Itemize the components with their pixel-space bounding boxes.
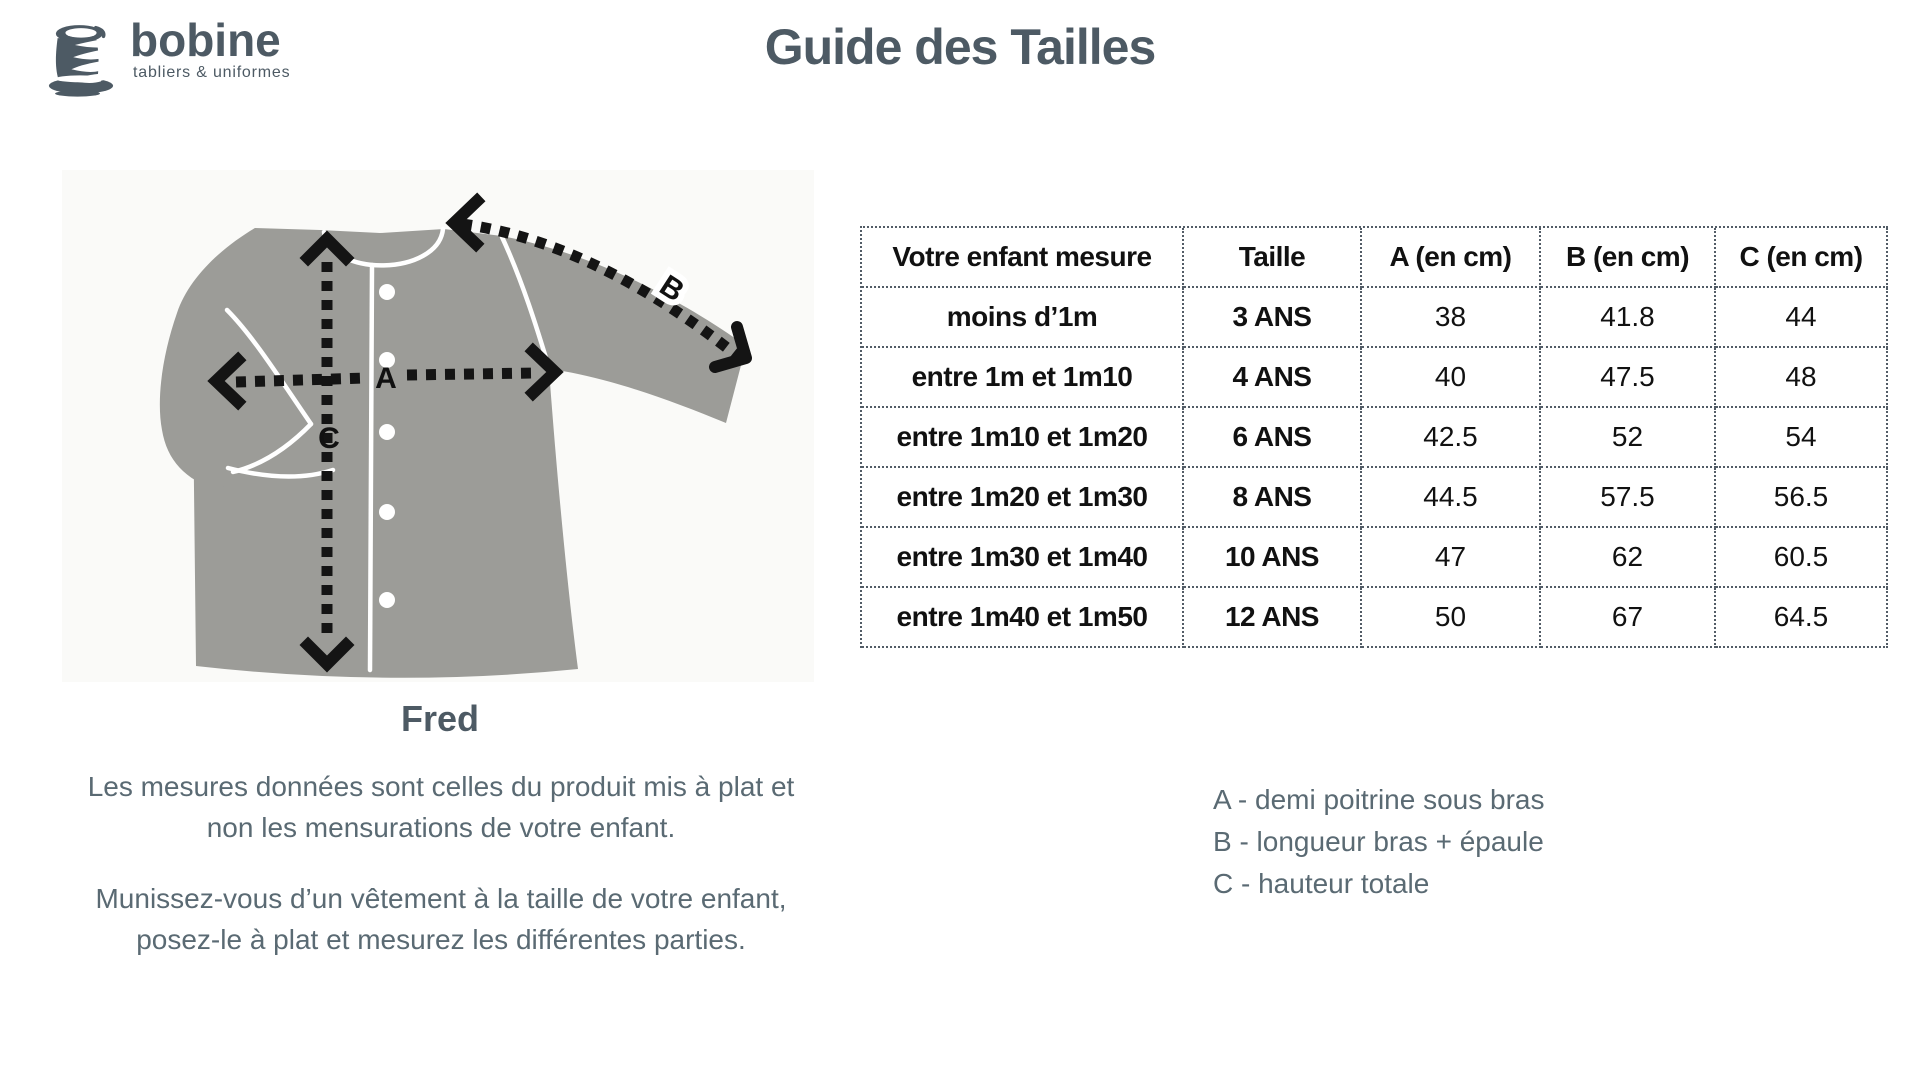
measure-arrow-b	[445, 192, 752, 373]
table-cell: entre 1m et 1m10	[862, 348, 1184, 408]
garment-measurement-diagram: A B C	[159, 192, 752, 678]
page-title: Guide des Tailles	[764, 19, 1157, 75]
size-table: Votre enfant mesure Taille A (en cm) B (…	[860, 226, 1888, 648]
table-cell: 60.5	[1716, 528, 1888, 588]
table-cell: 44.5	[1362, 468, 1541, 528]
measure-arrow-c	[299, 230, 355, 673]
table-cell: 42.5	[1362, 408, 1541, 468]
table-cell: 10 ANS	[1184, 528, 1362, 588]
note-paragraph-1: Les mesures données sont celles du produ…	[30, 766, 852, 848]
brand-tagline: tabliers & uniformes	[133, 64, 291, 81]
size-table-header-size: Taille	[1184, 228, 1362, 288]
note-paragraph-2: Munissez-vous d’un vêtement à la taille …	[30, 878, 852, 960]
note-line: Les mesures données sont celles du produ…	[87, 771, 795, 802]
table-cell: 44	[1716, 288, 1888, 348]
table-cell: 8 ANS	[1184, 468, 1362, 528]
brand-logo: bobine tabliers & uniformes	[42, 14, 290, 107]
product-name: Fred	[400, 698, 479, 739]
table-cell: entre 1m10 et 1m20	[862, 408, 1184, 468]
table-cell: 52	[1541, 408, 1716, 468]
table-cell: 54	[1716, 408, 1888, 468]
table-cell: 3 ANS	[1184, 288, 1362, 348]
table-cell: 40	[1362, 348, 1541, 408]
table-cell: 50	[1362, 588, 1541, 648]
table-cell: 62	[1541, 528, 1716, 588]
table-cell: 64.5	[1716, 588, 1888, 648]
table-cell: 47.5	[1541, 348, 1716, 408]
jacket-buttons	[379, 284, 395, 608]
size-table-header-b: B (en cm)	[1541, 228, 1716, 288]
note-line: non les mensurations de votre enfant.	[206, 812, 676, 843]
table-cell: 56.5	[1716, 468, 1888, 528]
measure-label-a: A	[375, 362, 397, 395]
table-cell: 6 ANS	[1184, 408, 1362, 468]
brand-name: bobine	[130, 14, 281, 66]
legend-item-c: C - hauteur totale	[1213, 868, 1430, 899]
size-table-header-child-height: Votre enfant mesure	[862, 228, 1184, 288]
size-table-header-c: C (en cm)	[1716, 228, 1888, 288]
table-cell: entre 1m20 et 1m30	[862, 468, 1184, 528]
note-line: Munissez-vous d’un vêtement à la taille …	[95, 883, 787, 914]
table-cell: 12 ANS	[1184, 588, 1362, 648]
measurement-legend: A - demi poitrine sous bras B - longueur…	[1213, 779, 1545, 905]
thread-spool-icon	[42, 14, 120, 107]
legend-item-b: B - longueur bras + épaule	[1213, 826, 1544, 857]
measure-arrow-a	[207, 342, 564, 411]
measure-label-c: C	[318, 422, 340, 455]
table-cell: 57.5	[1541, 468, 1716, 528]
table-cell: entre 1m30 et 1m40	[862, 528, 1184, 588]
table-cell: 47	[1362, 528, 1541, 588]
table-cell: moins d’1m	[862, 288, 1184, 348]
note-line: posez-le à plat et mesurez les différent…	[136, 924, 746, 955]
table-cell: 48	[1716, 348, 1888, 408]
table-cell: 67	[1541, 588, 1716, 648]
table-cell: 38	[1362, 288, 1541, 348]
table-cell: 4 ANS	[1184, 348, 1362, 408]
legend-item-a: A - demi poitrine sous bras	[1213, 784, 1545, 815]
size-table-header-a: A (en cm)	[1362, 228, 1541, 288]
table-cell: 41.8	[1541, 288, 1716, 348]
table-cell: entre 1m40 et 1m50	[862, 588, 1184, 648]
